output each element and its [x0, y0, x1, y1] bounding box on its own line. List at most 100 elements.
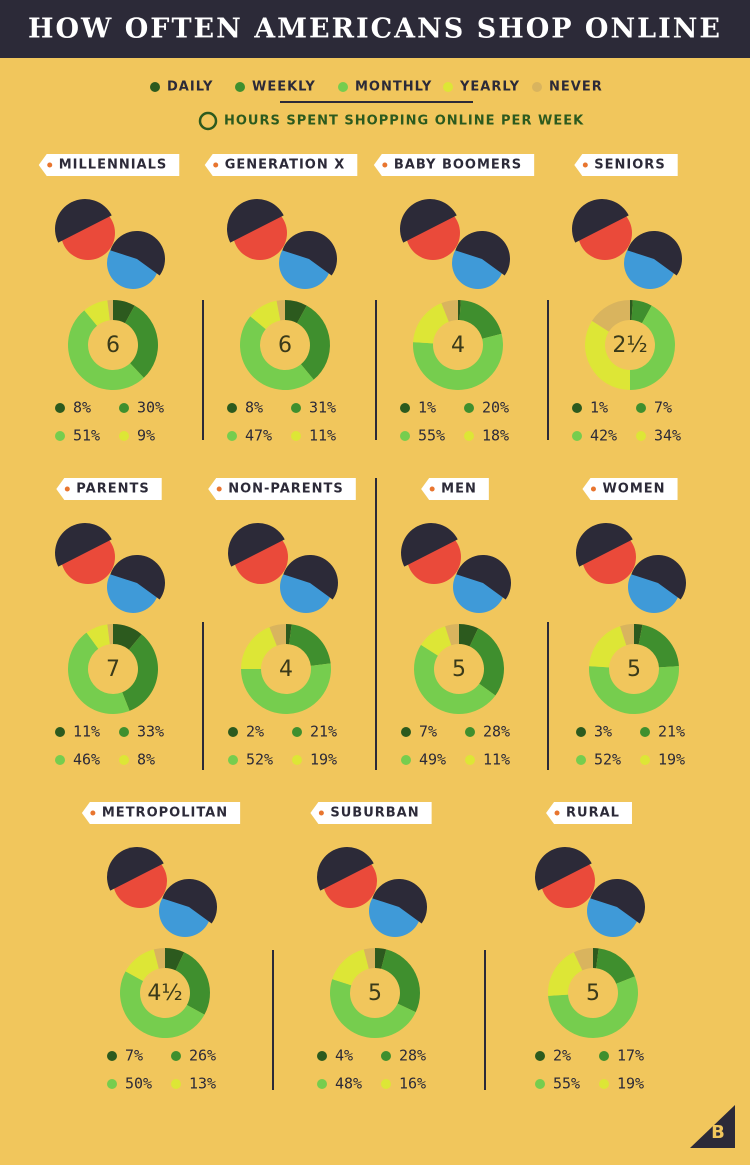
value-dot [228, 755, 238, 765]
group-label: PARENTS [76, 482, 149, 497]
hours-label: 7 [106, 657, 120, 682]
donut-slice [620, 624, 634, 646]
value-label: 31% [309, 399, 336, 417]
donut-slice [86, 624, 110, 649]
hair [162, 879, 218, 924]
value-label: 9% [137, 427, 155, 445]
donut-slice [414, 644, 496, 714]
value-label: 2% [553, 1047, 571, 1065]
value-dot [119, 431, 129, 441]
legend-label: NEVER [549, 80, 603, 95]
value-label: 17% [617, 1047, 644, 1065]
value-label: 48% [335, 1075, 362, 1093]
hours-legend-icon [198, 111, 218, 131]
donut-slice [153, 947, 165, 969]
label-tag [204, 154, 358, 176]
value-label: 16% [399, 1075, 426, 1093]
value-dot [55, 727, 65, 737]
donut-slice [589, 626, 627, 668]
hair [400, 199, 457, 243]
group-label: BABY BOOMERS [394, 158, 522, 173]
label-tag [546, 802, 632, 824]
value-label: 46% [73, 751, 100, 769]
donut-slice [413, 303, 449, 344]
value-dot [381, 1051, 391, 1061]
donut-slice [84, 300, 110, 326]
donut-slice [107, 624, 113, 645]
hair [631, 555, 687, 600]
donut-slice [630, 300, 633, 321]
hair [283, 555, 339, 600]
value-dot [171, 1051, 181, 1061]
value-dot [171, 1079, 181, 1089]
donut-slice [269, 624, 286, 646]
value-dot [599, 1051, 609, 1061]
value-label: 55% [553, 1075, 580, 1093]
value-label: 19% [617, 1075, 644, 1093]
donut-slice [107, 300, 113, 321]
tag-dot [216, 486, 222, 492]
donut-slice [421, 626, 452, 656]
value-label: 11% [73, 723, 100, 741]
group-label: SENIORS [594, 158, 665, 173]
legend-dot [338, 82, 348, 92]
value-label: 1% [418, 399, 436, 417]
donut-slice [286, 624, 292, 645]
hair [572, 199, 629, 243]
value-label: 33% [137, 723, 164, 741]
value-dot [381, 1079, 391, 1089]
value-label: 51% [73, 427, 100, 445]
donut-slice [175, 952, 211, 1015]
hair [107, 847, 164, 891]
logo: B [711, 1122, 725, 1143]
group-label: SUBURBAN [330, 806, 419, 821]
donut-slice [459, 300, 502, 339]
value-dot [119, 727, 129, 737]
donut-slice [548, 976, 638, 1038]
label-tag [208, 478, 356, 500]
hair [575, 522, 633, 567]
donut-slice [441, 300, 458, 322]
donut-slice [589, 666, 679, 714]
value-label: 7% [419, 723, 437, 741]
hours-label: 2½ [612, 333, 647, 358]
tag-dot [429, 486, 435, 492]
value-label: 28% [483, 723, 510, 741]
value-dot [599, 1079, 609, 1089]
donut-slice [596, 948, 635, 984]
hair [110, 231, 165, 276]
donut-slice [381, 949, 421, 1013]
donut-slice [113, 624, 142, 650]
hair [282, 230, 338, 276]
donut-slice [363, 947, 375, 969]
hours-label: 6 [278, 333, 292, 358]
legend-label: DAILY [167, 80, 213, 95]
value-label: 30% [137, 399, 164, 417]
title: HOW OFTEN AMERICANS SHOP ONLINE [28, 14, 722, 45]
value-dot [55, 403, 65, 413]
label-tag [574, 154, 678, 176]
donut-slice [458, 300, 461, 321]
value-label: 7% [654, 399, 672, 417]
legend-label: WEEKLY [252, 80, 316, 95]
donut-slice [165, 948, 185, 971]
donut-slice [240, 316, 314, 390]
value-dot [636, 431, 646, 441]
value-dot [576, 727, 586, 737]
donut-slice [469, 628, 504, 696]
logo-shape [690, 1105, 735, 1148]
tag-dot [90, 810, 96, 816]
value-dot [107, 1079, 117, 1089]
tag-dot [47, 162, 53, 168]
value-label: 8% [73, 399, 91, 417]
label-tag [582, 478, 678, 500]
donut-slice [125, 949, 159, 981]
donut-slice [638, 624, 679, 668]
donut-slice [122, 634, 159, 711]
group-label: NON-PARENTS [228, 482, 344, 497]
value-label: 13% [189, 1075, 216, 1093]
hair [455, 231, 510, 276]
tag-dot [64, 486, 70, 492]
